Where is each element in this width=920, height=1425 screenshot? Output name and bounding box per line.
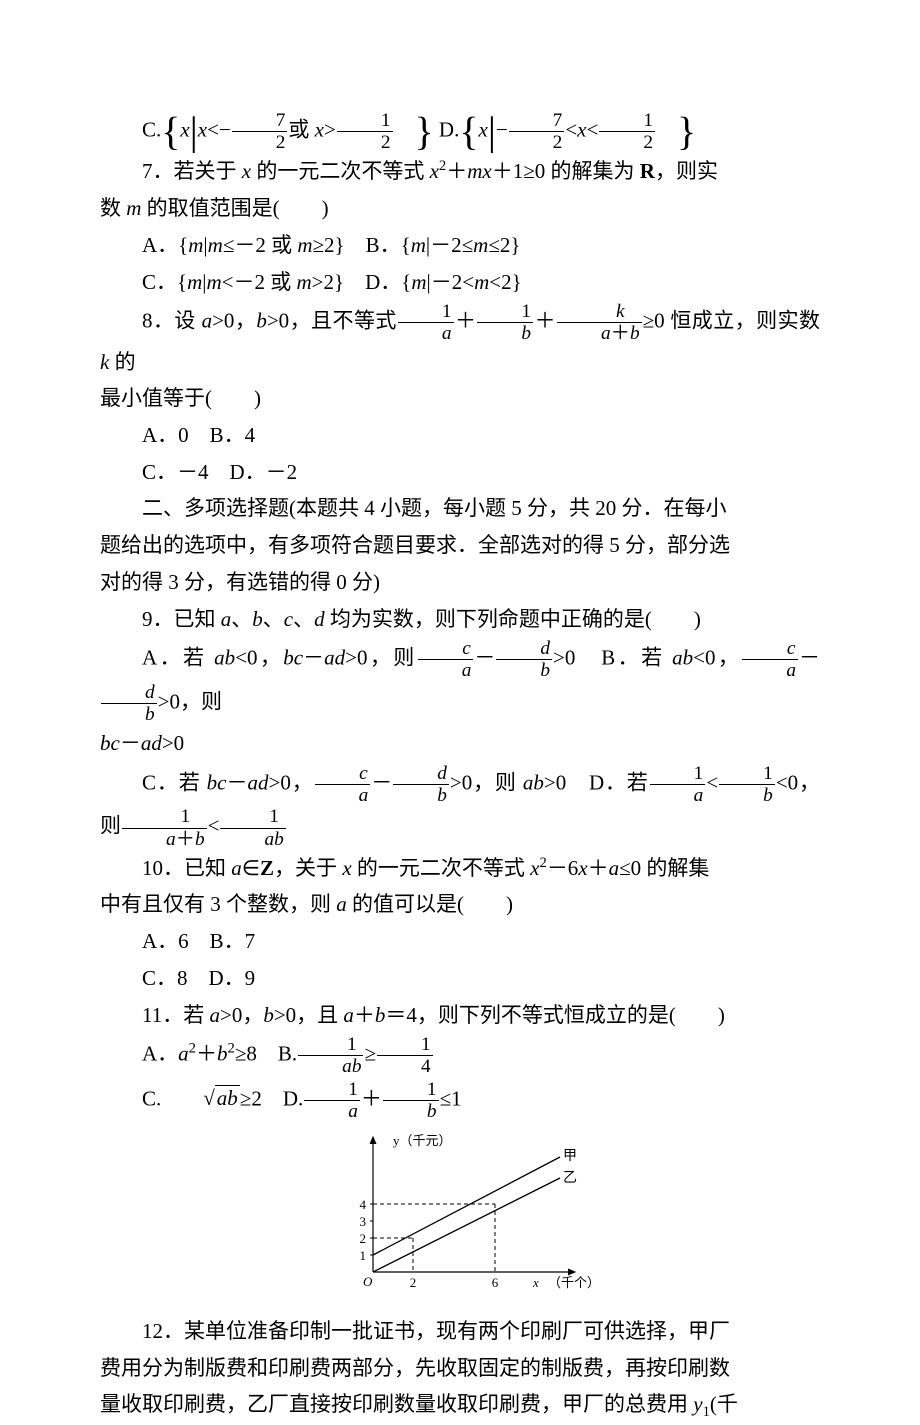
frac: 1ab xyxy=(298,1034,363,1077)
frac: 1a xyxy=(650,763,706,806)
q7-line1: 7．若关于 x 的一元二次不等式 x2＋mx＋1≥0 的解集为 R，则实 xyxy=(100,154,820,190)
q7-opt-cd: C．{m|m<－2 或 m>2} D．{m|－2<m<2} xyxy=(100,265,820,301)
svg-text:y（千元）: y（千元） xyxy=(393,1133,452,1148)
frac: ca xyxy=(742,638,798,681)
svg-text:4: 4 xyxy=(360,1197,367,1212)
q10-opt-ab: A．6 B．7 xyxy=(100,924,820,960)
or: 或 xyxy=(288,118,309,142)
bar: | xyxy=(190,109,198,154)
neg: − xyxy=(496,118,508,142)
q7-opt-ab: A．{m|m≤－2 或 m≥2} B．{m|－2≤m≤2} xyxy=(100,228,820,264)
frac: 14 xyxy=(377,1034,433,1077)
svg-text:2: 2 xyxy=(360,1231,367,1246)
frac: 1b xyxy=(383,1079,439,1122)
q10-line2: 中有且仅有 3 个整数，则 a 的值可以是( ) xyxy=(100,887,820,923)
q9-opt-cd: C．若 bc－ad>0，ca－db>0，则 ab>0 D．若1a<1b<0，则1… xyxy=(100,763,820,850)
frac: ca xyxy=(418,638,474,681)
frac: 72 xyxy=(509,110,565,153)
frac: db xyxy=(496,638,552,681)
svg-text:乙: 乙 xyxy=(563,1170,577,1186)
frac: 12 xyxy=(599,110,655,153)
opt-c-label: C. xyxy=(142,118,161,142)
q8-line1: 8．设 a>0，b>0，且不等式1a＋1b＋ka＋b≥0 恒成立，则实数 k 的 xyxy=(100,301,820,380)
frac: db xyxy=(393,763,449,806)
bar: | xyxy=(488,109,496,154)
expr: x xyxy=(309,118,324,142)
q10-line1: 10．已知 a∈Z，关于 x 的一元二次不等式 x2－6x＋a≤0 的解集 xyxy=(100,851,820,887)
svg-text:（千个）: （千个） xyxy=(548,1275,595,1290)
q12-line3: 量收取印刷费，乙厂直接按印刷数量收取印刷费，甲厂的总费用 y1(千 xyxy=(100,1387,820,1425)
q8-line2: 最小值等于( ) xyxy=(100,381,820,417)
frac: 1a＋b xyxy=(122,806,207,849)
frac: 1ab xyxy=(220,806,285,849)
opt-d-label: D. xyxy=(434,118,460,142)
svg-text:x: x xyxy=(532,1275,539,1290)
frac: 12 xyxy=(337,110,393,153)
gt: > xyxy=(324,118,336,142)
brace-l: { xyxy=(459,109,478,154)
q12-chart: 1 2 3 4 2 6 甲乙 y（千元） x （千个） O xyxy=(100,1127,820,1309)
q9-line1: 9．已知 a、b、c、d 均为实数，则下列命题中正确的是( ) xyxy=(100,602,820,638)
q11-line1: 11．若 a>0，b>0，且 a＋b＝4，则下列不等式恒成立的是( ) xyxy=(100,998,820,1034)
lt: <− xyxy=(207,118,231,142)
q7-line2: 数 m 的取值范围是( ) xyxy=(100,191,820,227)
svg-text:3: 3 xyxy=(360,1214,367,1229)
q11-opt-ab: A．a2＋b2≥8 B.1ab≥14 xyxy=(100,1034,820,1077)
svg-text:甲: 甲 xyxy=(563,1149,577,1164)
q9-line3: bc－ad>0 xyxy=(100,726,820,762)
expr: <x< xyxy=(565,118,598,142)
svg-text:O: O xyxy=(363,1274,373,1289)
q12-line1: 12．某单位准备印制一批证书，现有两个印刷厂可供选择，甲厂 xyxy=(100,1314,820,1350)
q8-opt-ab: A．0 B．4 xyxy=(100,418,820,454)
frac: 1b xyxy=(719,763,775,806)
section2-line3: 对的得 3 分，有选错的得 0 分) xyxy=(100,565,820,601)
svg-text:1: 1 xyxy=(360,1248,367,1263)
expr: x xyxy=(198,118,207,142)
q8-opt-cd: C．－4 D．－2 xyxy=(100,455,820,491)
frac: db xyxy=(101,682,157,725)
brace-l: { xyxy=(161,109,180,154)
svg-text:2: 2 xyxy=(410,1275,417,1290)
section2-line1: 二、多项选择题(本题共 4 小题，每小题 5 分，共 20 分．在每小 xyxy=(100,491,820,527)
brace-r: } xyxy=(415,109,434,154)
section2-line2: 题给出的选项中，有多项符合题目要求．全部选对的得 5 分，部分选 xyxy=(100,528,820,564)
q10-opt-cd: C．8 D．9 xyxy=(100,961,820,997)
frac: 1b xyxy=(477,301,533,344)
chart-svg: 1 2 3 4 2 6 甲乙 y（千元） x （千个） O xyxy=(325,1127,595,1297)
frac: 72 xyxy=(232,110,288,153)
page-content: C.{x|x<−72或 x>12 } D.{x|−72<x<12 } 7．若关于… xyxy=(100,110,820,1425)
frac: 1a xyxy=(304,1079,360,1122)
q11-opt-cd: C.ab≥2 D.1a＋1b≤1 xyxy=(100,1079,820,1122)
set-var: x xyxy=(478,118,487,142)
frac: 1a xyxy=(398,301,454,344)
q9-opt-ab: A．若 ab<0，bc－ad>0，则ca－db>0 B．若 ab<0，ca－db… xyxy=(100,638,820,725)
frac: ka＋b xyxy=(557,301,642,344)
frac: ca xyxy=(315,763,371,806)
brace-r: } xyxy=(677,109,696,154)
q12-line2: 费用分为制版费和印刷费两部分，先收取固定的制版费，再按印刷数 xyxy=(100,1351,820,1387)
set-var: x xyxy=(180,118,189,142)
svg-text:6: 6 xyxy=(492,1275,499,1290)
q6-options-cd: C.{x|x<−72或 x>12 } D.{x|−72<x<12 } xyxy=(100,110,820,153)
sqrt: ab xyxy=(161,1081,240,1117)
